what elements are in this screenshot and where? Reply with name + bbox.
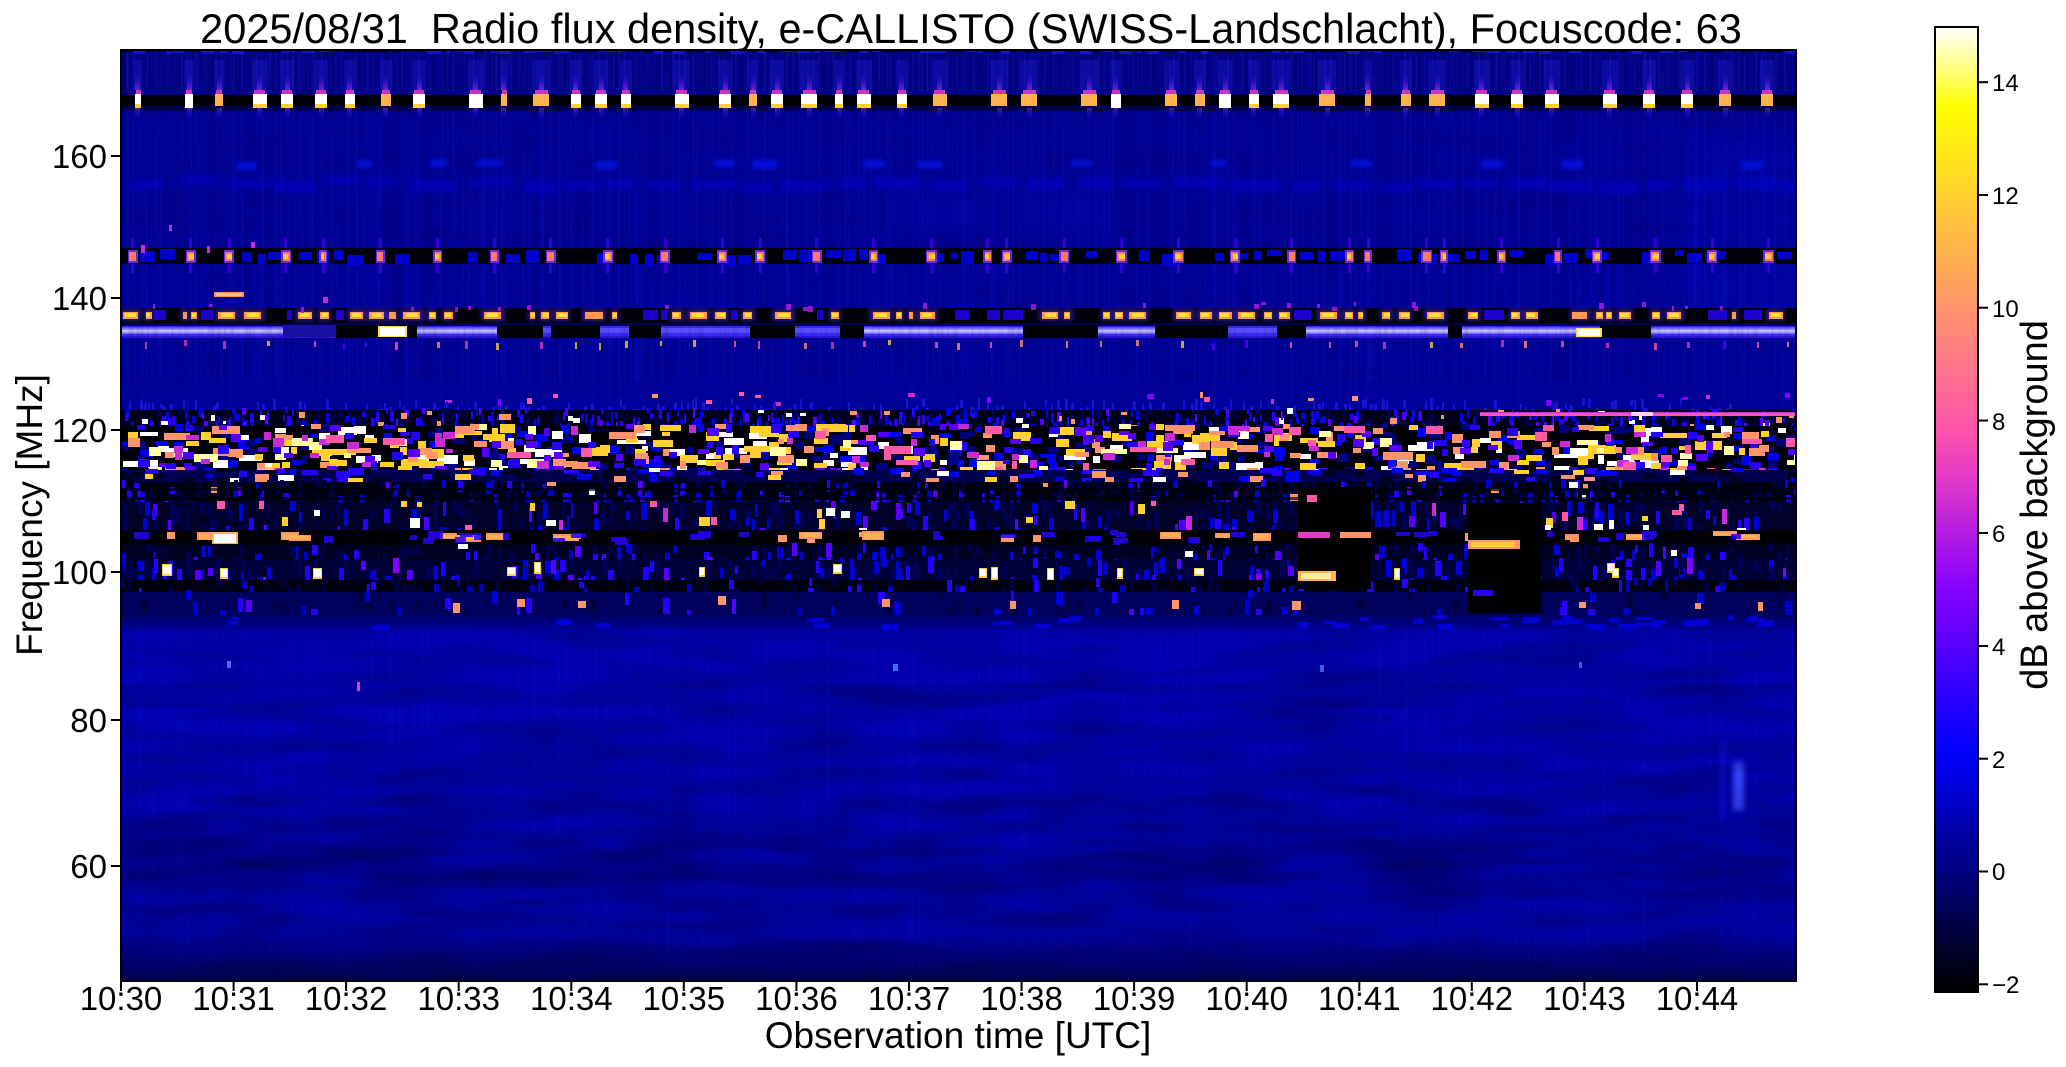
- svg-text:2025/08/31 Radio flux density: 2025/08/31 Radio flux density, e-CALLIST…: [200, 5, 1742, 52]
- svg-text:100: 100: [52, 554, 107, 591]
- svg-text:Observation time [UTC]: Observation time [UTC]: [765, 1015, 1152, 1056]
- svg-text:10:41: 10:41: [1318, 980, 1401, 1017]
- svg-text:10: 10: [1992, 296, 2019, 323]
- svg-text:10:43: 10:43: [1543, 980, 1626, 1017]
- svg-text:160: 160: [52, 138, 107, 175]
- svg-text:10:38: 10:38: [980, 980, 1063, 1017]
- svg-text:10:33: 10:33: [417, 980, 500, 1017]
- svg-text:6: 6: [1992, 521, 2005, 548]
- svg-text:dB above background: dB above background: [2014, 320, 2056, 690]
- svg-text:120: 120: [52, 412, 107, 449]
- svg-text:10:32: 10:32: [305, 980, 388, 1017]
- svg-text:60: 60: [70, 848, 107, 885]
- svg-text:10:34: 10:34: [530, 980, 613, 1017]
- svg-text:80: 80: [70, 702, 107, 739]
- svg-text:10:30: 10:30: [80, 980, 163, 1017]
- svg-text:10:44: 10:44: [1656, 980, 1739, 1017]
- svg-text:10:40: 10:40: [1205, 980, 1288, 1017]
- svg-text:10:36: 10:36: [755, 980, 838, 1017]
- svg-text:12: 12: [1992, 183, 2019, 210]
- svg-text:8: 8: [1992, 409, 2005, 436]
- svg-text:2: 2: [1992, 747, 2005, 774]
- svg-text:14: 14: [1992, 70, 2019, 97]
- svg-text:140: 140: [52, 280, 107, 317]
- svg-text:−2: −2: [1992, 972, 2019, 999]
- svg-text:10:39: 10:39: [1093, 980, 1176, 1017]
- svg-text:10:31: 10:31: [192, 980, 275, 1017]
- svg-text:Frequency [MHz]: Frequency [MHz]: [9, 374, 50, 656]
- svg-text:10:35: 10:35: [643, 980, 726, 1017]
- svg-text:10:37: 10:37: [868, 980, 951, 1017]
- svg-text:0: 0: [1992, 859, 2005, 886]
- svg-text:4: 4: [1992, 634, 2005, 661]
- svg-text:10:42: 10:42: [1431, 980, 1514, 1017]
